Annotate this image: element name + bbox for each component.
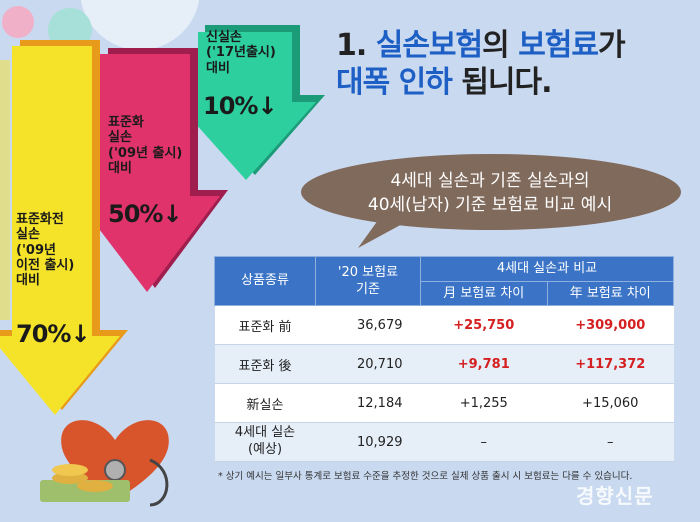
header-base: '20 보험료 기준 bbox=[315, 255, 421, 307]
cell-monthly: +25,750 bbox=[420, 305, 547, 346]
arrow-yellow-percent: 70%↓ bbox=[16, 320, 91, 348]
title-keyword-insurance: 실손보험 bbox=[375, 28, 483, 63]
coins-icon bbox=[40, 464, 130, 502]
cell-product: 표준화 後 bbox=[214, 344, 316, 385]
cell-product: 4세대 실손 (예상) bbox=[214, 422, 316, 463]
arrow-pink-label: 표준화 실손 ('09년 출시) 대비 bbox=[108, 115, 183, 176]
cell-yearly: – bbox=[547, 422, 674, 463]
title-text: 의 bbox=[482, 28, 510, 63]
header-compare: 4세대 실손과 비교 bbox=[420, 256, 674, 282]
arrow-green-label: 신실손 ('17년출시) 대비 bbox=[206, 30, 276, 76]
decor-strip bbox=[0, 60, 10, 320]
cell-yearly: +15,060 bbox=[547, 383, 674, 424]
bubble-line: 4세대 실손과 기존 실손과의 bbox=[390, 171, 590, 191]
title-text: 됩니다. bbox=[461, 64, 552, 100]
header-monthly: 月 보험료 차이 bbox=[420, 280, 548, 307]
arrow-pink-percent: 50%↓ bbox=[108, 200, 183, 228]
arrow-green bbox=[176, 25, 325, 180]
title-text: 가 bbox=[598, 28, 626, 63]
bubble-line: 40세(남자) 기준 보험료 비교 예시 bbox=[367, 194, 613, 215]
cell-base: 36,679 bbox=[315, 305, 421, 346]
title-keyword-cut: 대폭 인하 bbox=[336, 64, 453, 100]
publisher-watermark: 경향신문 bbox=[576, 484, 654, 508]
heart-badge-icon bbox=[2, 6, 34, 38]
table-row: 4세대 실손 (예상) 10,929 – – bbox=[214, 422, 674, 463]
page-title: 1. 실손보험의 보험료가 대폭 인하 됩니다. bbox=[336, 28, 626, 101]
arrow-pink bbox=[74, 48, 228, 292]
comparison-table: 상품종류 '20 보험료 기준 4세대 실손과 비교 月 보험료 차이 年 보험… bbox=[214, 255, 674, 463]
decor-circle bbox=[80, 0, 200, 50]
table-row: 표준화 後 20,710 +9,781 +117,372 bbox=[214, 344, 674, 385]
footnote: * 상기 예시는 일부사 통계로 보험료 수준을 추정한 것으로 실제 상품 출… bbox=[218, 471, 633, 482]
arrow-yellow-label: 표준화전 실손 ('09년 이전 출시) 대비 bbox=[16, 212, 75, 289]
cell-base: 12,184 bbox=[315, 383, 421, 424]
cell-monthly: – bbox=[420, 422, 547, 463]
arrow-yellow bbox=[0, 40, 128, 415]
arrow-green-percent: 10%↓ bbox=[203, 92, 278, 120]
header-product: 상품종류 bbox=[214, 255, 316, 307]
header-yearly: 年 보험료 차이 bbox=[546, 280, 674, 307]
title-number: 1. bbox=[336, 28, 367, 63]
cell-yearly: +309,000 bbox=[547, 305, 674, 346]
cell-monthly: +9,781 bbox=[420, 344, 547, 385]
speech-bubble bbox=[301, 154, 681, 248]
cell-product: 표준화 前 bbox=[214, 305, 316, 346]
cell-base: 10,929 bbox=[315, 422, 421, 463]
cell-monthly: +1,255 bbox=[420, 383, 547, 424]
table-row: 新실손 12,184 +1,255 +15,060 bbox=[214, 383, 674, 424]
cell-product: 新실손 bbox=[214, 383, 316, 424]
cell-base: 20,710 bbox=[315, 344, 421, 385]
cell-yearly: +117,372 bbox=[547, 344, 674, 385]
title-keyword-premium: 보험료 bbox=[518, 28, 599, 63]
speech-bubble-text: 4세대 실손과 기존 실손과의 40세(남자) 기준 보험료 비교 예시 bbox=[304, 170, 676, 218]
table-row: 표준화 前 36,679 +25,750 +309,000 bbox=[214, 305, 674, 346]
